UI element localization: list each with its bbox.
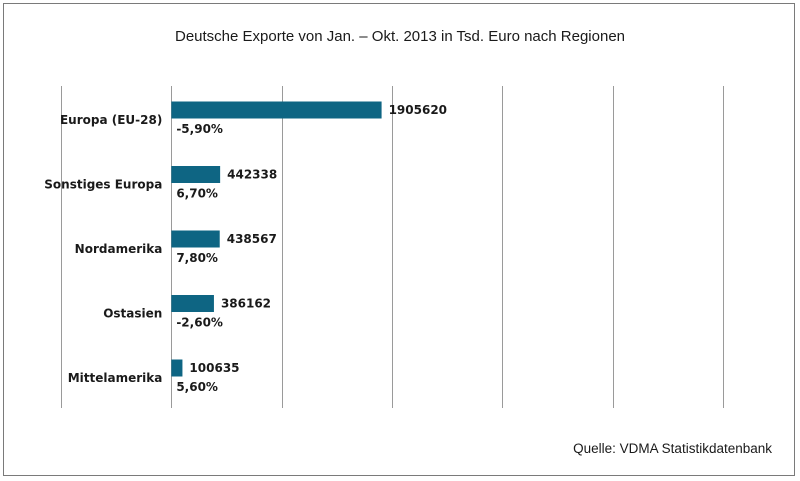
change-label: 7,80%	[176, 251, 218, 265]
category-label: Sonstiges Europa	[44, 178, 162, 192]
bar-3	[171, 295, 214, 312]
value-label: 386162	[221, 297, 271, 311]
category-label: Nordamerika	[75, 242, 163, 256]
chart-title: Deutsche Exporte von Jan. – Okt. 2013 in…	[175, 28, 625, 45]
value-label: 100635	[189, 361, 239, 375]
source-note: Quelle: VDMA Statistikdatenbank	[573, 441, 772, 456]
change-label: -2,60%	[176, 316, 223, 330]
change-label: 6,70%	[176, 187, 218, 201]
category-label: Ostasien	[103, 307, 162, 321]
change-label: -5,90%	[176, 122, 223, 136]
category-label: Mittelamerika	[68, 371, 163, 385]
bar-2	[171, 230, 220, 248]
value-label: 438567	[227, 232, 277, 246]
category-label: Europa (EU-28)	[60, 113, 162, 127]
chart-frame: Deutsche Exporte von Jan. – Okt. 2013 in…	[3, 3, 795, 476]
bar-4	[171, 359, 183, 377]
value-label: 1905620	[389, 103, 447, 117]
change-label: 5,60%	[176, 380, 218, 394]
value-label: 442338	[227, 168, 277, 182]
bar-0	[171, 101, 382, 119]
bar-1	[171, 166, 221, 183]
